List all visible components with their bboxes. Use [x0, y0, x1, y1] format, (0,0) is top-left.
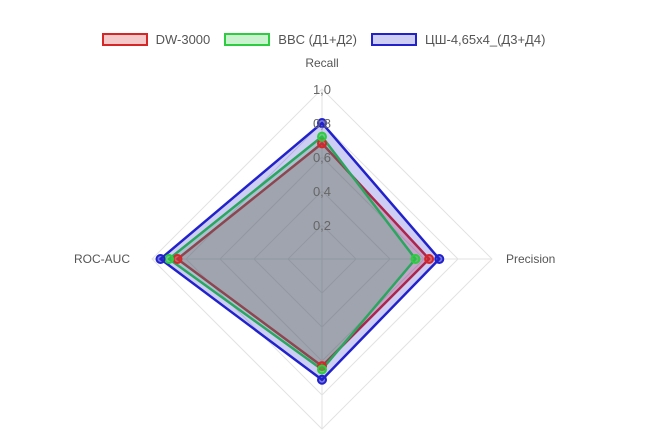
series-0-point-3[interactable]	[172, 254, 183, 264]
series-2-point-0[interactable]	[317, 118, 327, 128]
axis-label-0: Recall	[305, 56, 338, 70]
r-tick-label-0: 0,2	[313, 218, 331, 233]
series-1-point-0[interactable]	[317, 131, 327, 142]
legend-label-bbc: BBC (Д1+Д2)	[278, 31, 357, 47]
r-tick-label-4: 1,0	[313, 82, 331, 97]
r-tick-label-3: 0,8	[313, 116, 331, 131]
series-layer	[155, 118, 445, 385]
r-tick-label-2: 0,6	[313, 150, 331, 165]
series-area-2	[159, 121, 441, 381]
legend-swatch-dw3000	[101, 32, 148, 46]
tick-layer: 0,2 0,4 0,6 0,8 1,0	[313, 82, 331, 233]
legend-item-dw3000[interactable]: DW-3000	[101, 31, 211, 47]
legend-label-tssh: ЦШ-4,65x4_(Д3+Д4)	[424, 31, 546, 47]
legend-label-dw3000: DW-3000	[155, 31, 211, 47]
legend-item-tssh[interactable]: ЦШ-4,65x4_(Д3+Д4)	[370, 31, 546, 47]
legend: DW-3000 BBC (Д1+Д2) ЦШ-4,65x4_(Д3+Д4)	[0, 27, 647, 51]
legend-item-bbc[interactable]: BBC (Д1+Д2)	[224, 32, 357, 47]
series-2-point-2[interactable]	[317, 374, 327, 385]
series-0-point-1[interactable]	[424, 254, 435, 264]
r-tick-label-1: 0,4	[313, 184, 331, 199]
legend-swatch-tssh	[370, 32, 417, 46]
series-2-point-1[interactable]	[434, 254, 445, 264]
series-1-point-1[interactable]	[410, 254, 421, 264]
axis-label-3: ROC-AUC	[74, 252, 130, 266]
axis-label-layer: Recall Precision ROC-AUC	[74, 56, 555, 266]
legend-swatch-bbc	[224, 32, 271, 46]
series-1-point-2[interactable]	[317, 364, 327, 375]
series-1-point-3[interactable]	[164, 254, 174, 264]
series-2-point-3[interactable]	[155, 254, 166, 264]
axis-label-1: Precision	[506, 252, 555, 266]
